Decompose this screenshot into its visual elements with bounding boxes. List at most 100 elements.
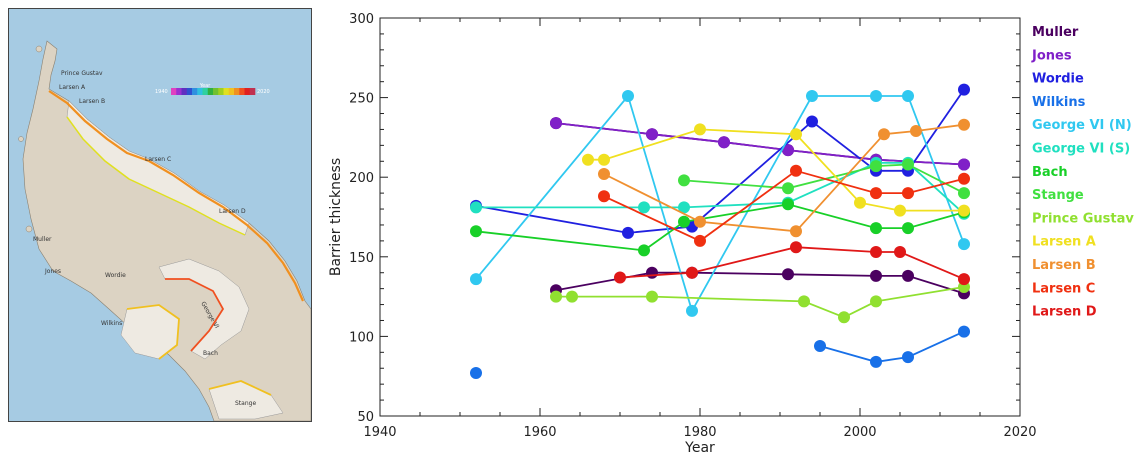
data-point [646, 290, 658, 303]
data-point [958, 204, 970, 217]
data-point [782, 268, 794, 281]
legend-entry: Larsen C [1032, 281, 1095, 296]
data-point [638, 201, 650, 214]
colorbar-swatch [213, 88, 219, 95]
colorbar-swatch [202, 88, 209, 95]
data-point [622, 226, 634, 239]
series-line [475, 94, 965, 314]
data-point [646, 266, 658, 279]
series-larsen-c [598, 164, 970, 247]
data-point [646, 128, 658, 141]
data-point [470, 225, 482, 238]
series-prince-gustav [550, 281, 970, 324]
map-label-muller: Muller [33, 236, 52, 243]
data-point [958, 172, 970, 185]
data-point [870, 355, 882, 368]
data-point [694, 215, 706, 228]
year-colorbar [171, 88, 256, 95]
y-tick-label: 300 [349, 12, 374, 27]
legend-entry: Wordie [1032, 72, 1084, 87]
data-point [870, 90, 882, 102]
series-line [555, 122, 965, 166]
data-point [582, 153, 594, 166]
map-label-larsen-b: Larsen B [79, 98, 105, 105]
data-point [870, 246, 882, 258]
data-point [958, 158, 970, 171]
data-point [958, 187, 970, 200]
map-label-larsen-c: Larsen C [145, 156, 171, 163]
colorbar-min-label: 1940 [155, 89, 168, 95]
x-axis-title: Year [684, 440, 715, 456]
data-point [470, 201, 482, 214]
data-point [958, 325, 970, 338]
colorbar-swatch [197, 88, 203, 95]
data-point [902, 351, 914, 364]
data-point [910, 125, 922, 137]
data-point [782, 182, 794, 195]
data-point [550, 117, 562, 130]
colorbar-swatch [239, 88, 245, 95]
data-point [870, 160, 882, 173]
data-point [790, 128, 802, 141]
map-label-bach: Bach [203, 350, 218, 357]
legend-entry: Wilkins [1032, 95, 1086, 110]
data-point [838, 311, 850, 324]
data-point [782, 198, 794, 211]
map-label-wilkins: Wilkins [101, 320, 122, 327]
data-point [566, 290, 578, 303]
peninsula-map: Year 1940 2020 Prince Gustav Larsen A Lars… [9, 9, 311, 421]
data-point [782, 144, 794, 157]
x-tick-label: 1980 [683, 425, 716, 440]
data-point [870, 187, 882, 200]
data-point [790, 241, 802, 254]
colorbar-swatch [234, 88, 240, 95]
series-line [603, 169, 965, 242]
map-panel: Year 1940 2020 Prince Gustav Larsen A Lars… [8, 8, 312, 422]
island [18, 136, 24, 142]
data-point [798, 295, 810, 308]
series-larsen-a [582, 123, 970, 217]
data-point [894, 204, 906, 217]
y-tick-label: 150 [349, 251, 374, 266]
colorbar-swatch [207, 88, 214, 95]
data-point [958, 273, 970, 286]
map-label-jones: Jones [44, 268, 61, 275]
data-point [902, 90, 914, 102]
data-point [854, 196, 866, 209]
data-point [694, 123, 706, 136]
legend-entry: Jones [1031, 48, 1072, 63]
shelf-front-larsen [48, 90, 305, 302]
data-point [814, 340, 826, 352]
data-point [694, 234, 706, 247]
y-tick-label: 100 [349, 330, 374, 345]
shelf-front-wilkins [126, 304, 180, 360]
data-point [902, 158, 914, 171]
series-line [603, 123, 965, 233]
map-label-larsen-a: Larsen A [59, 84, 86, 91]
colorbar-swatch [171, 88, 177, 95]
series-bach [470, 198, 970, 257]
series-line [556, 286, 965, 319]
data-point [622, 90, 634, 102]
legend-entry: Larsen D [1032, 305, 1097, 320]
data-point [638, 244, 650, 257]
colorbar-swatch [244, 88, 251, 95]
island [25, 225, 33, 233]
data-point [806, 90, 818, 102]
data-point [686, 266, 698, 279]
shelf-front-george-vi [165, 278, 225, 352]
data-point [790, 164, 802, 177]
island [35, 45, 43, 53]
colorbar-swatch [192, 88, 198, 95]
data-point [894, 246, 906, 258]
legend-entry: Prince Gustav [1032, 211, 1134, 226]
x-tick-label: 1940 [363, 425, 396, 440]
data-point [902, 269, 914, 282]
data-point [614, 271, 626, 284]
data-point [718, 136, 730, 149]
colorbar-swatch [228, 88, 235, 95]
y-tick-label: 250 [349, 92, 374, 107]
y-tick-label: 200 [349, 171, 374, 186]
data-point [470, 367, 482, 379]
data-point [958, 238, 970, 251]
